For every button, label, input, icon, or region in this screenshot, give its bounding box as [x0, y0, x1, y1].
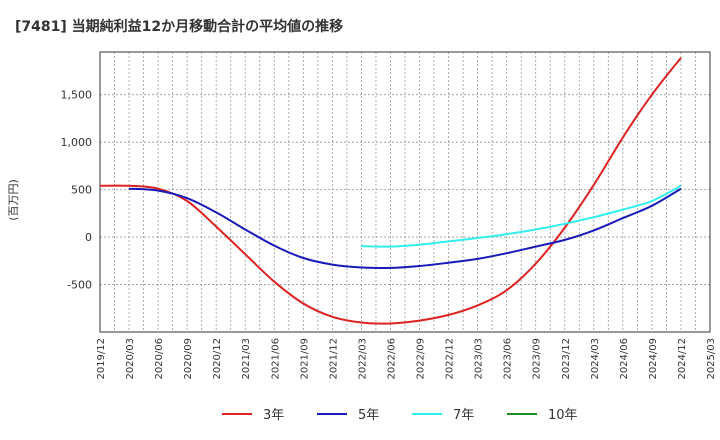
y-axis-ticks: 1,500 1,000 500 0 -500	[61, 89, 93, 292]
legend-label: 3年	[263, 408, 284, 423]
x-tick-label: 2023/03	[474, 338, 485, 380]
x-tick-label: 2020/09	[183, 338, 194, 380]
x-tick-label: 2024/12	[677, 338, 688, 380]
x-tick-label: 2021/09	[299, 338, 310, 380]
chart-title: [7481] 当期純利益12か月移動合計の平均値の推移	[15, 18, 343, 35]
series-line-0	[99, 57, 682, 325]
y-tick-label: -500	[67, 279, 92, 292]
x-tick-label: 2021/03	[241, 338, 252, 380]
x-tick-label: 2025/03	[706, 338, 717, 380]
x-tick-label: 2020/03	[125, 338, 136, 380]
legend-label: 10年	[548, 408, 578, 423]
legend-label: 5年	[358, 408, 379, 423]
series-line-2	[361, 184, 682, 248]
x-tick-label: 2022/12	[445, 338, 456, 380]
series-line-1	[128, 187, 682, 270]
x-tick-label: 2024/03	[590, 338, 601, 380]
series-lines	[99, 57, 682, 325]
x-tick-label: 2021/12	[328, 338, 339, 380]
grid	[99, 52, 711, 332]
plot-frame	[99, 51, 711, 333]
x-tick-label: 2022/03	[357, 338, 368, 380]
y-tick-label: 1,500	[61, 89, 93, 102]
y-tick-label: 500	[71, 184, 92, 197]
x-tick-label: 2022/09	[416, 338, 427, 380]
legend: 3年 5年 7年 10年	[222, 408, 578, 423]
x-tick-label: 2022/06	[386, 338, 397, 380]
x-tick-label: 2023/09	[532, 338, 543, 380]
x-tick-label: 2024/09	[648, 338, 659, 380]
x-tick-label: 2023/06	[503, 338, 514, 380]
x-tick-label: 2019/12	[96, 338, 107, 380]
y-tick-label: 1,000	[61, 136, 93, 149]
x-tick-label: 2024/06	[619, 338, 630, 380]
y-axis-label: (百万円)	[7, 179, 20, 221]
legend-label: 7年	[453, 408, 474, 423]
x-tick-label: 2020/06	[154, 338, 165, 380]
x-axis-ticks: 2019/12 2020/03 2020/06 2020/09 2020/12 2021/…	[96, 338, 717, 380]
x-tick-label: 2020/12	[212, 338, 223, 380]
x-tick-label: 2023/12	[561, 338, 572, 380]
x-tick-label: 2021/06	[270, 338, 281, 380]
y-tick-label: 0	[85, 231, 92, 244]
